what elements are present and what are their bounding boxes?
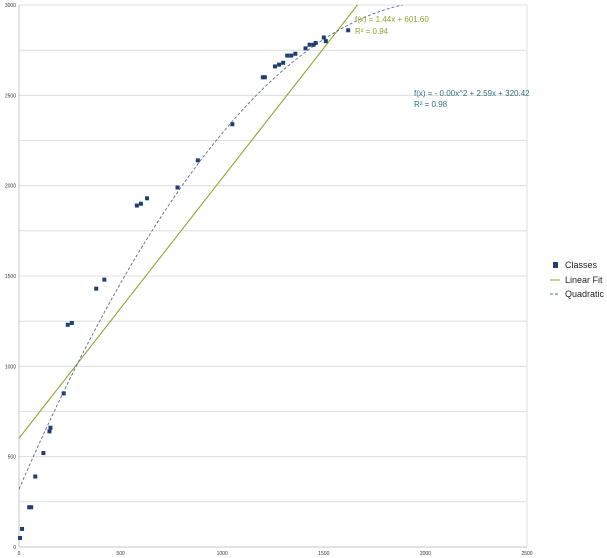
- y-tick-label: 1500: [5, 274, 16, 280]
- linear-fit-line: [19, 5, 359, 439]
- data-point: [33, 474, 38, 479]
- data-point: [47, 429, 52, 434]
- x-tick-label: 2500: [521, 551, 532, 557]
- linear-fit-equation-line-1: f(x) = 1.44x + 601.60: [355, 15, 429, 24]
- x-tick-label: 0: [18, 551, 21, 557]
- data-point: [277, 62, 282, 67]
- data-point: [134, 203, 139, 208]
- data-point: [20, 526, 25, 531]
- quadratic-fit-curve: [19, 5, 405, 490]
- data-point: [27, 505, 32, 510]
- linear-fit-equation: f(x) = 1.44x + 601.60 R² = 0.94: [355, 15, 429, 36]
- data-point: [94, 286, 99, 291]
- data-point: [41, 451, 46, 456]
- data-point: [323, 39, 328, 44]
- data-point: [102, 277, 107, 282]
- data-point: [285, 53, 290, 58]
- data-point: [281, 60, 286, 65]
- data-point: [138, 201, 143, 206]
- y-tick-label: 500: [8, 455, 17, 461]
- data-point: [61, 391, 66, 396]
- data-point: [311, 42, 316, 47]
- data-point: [18, 535, 23, 540]
- data-point: [29, 505, 34, 510]
- data-point: [289, 53, 294, 58]
- grid-lines: [19, 4, 527, 548]
- axes: [18, 5, 528, 548]
- data-point: [321, 35, 326, 40]
- data-point: [262, 75, 267, 80]
- data-point: [293, 51, 298, 56]
- data-points: [18, 28, 351, 540]
- data-point: [65, 322, 70, 327]
- quadratic-fit-equation-line-1: f(x) = - 0.00x^2 + 2.59x + 320.42: [414, 89, 530, 98]
- quadratic-fit-r-squared: R² = 0.98: [414, 100, 448, 109]
- data-point: [303, 46, 308, 51]
- data-point: [230, 122, 235, 127]
- data-point: [175, 185, 180, 190]
- legend-label-classes: Classes: [565, 260, 598, 270]
- y-tick-label: 0: [13, 545, 16, 551]
- data-point: [145, 196, 150, 201]
- linear-fit-r-squared: R² = 0.94: [355, 27, 389, 36]
- y-tick-label: 2000: [5, 184, 16, 190]
- data-point: [195, 158, 200, 163]
- data-point: [307, 42, 312, 47]
- legend-swatch-classes: [553, 262, 558, 268]
- data-point: [346, 28, 351, 33]
- x-tick-label: 500: [116, 551, 125, 557]
- data-point: [69, 320, 74, 325]
- quadratic-fit-equation: f(x) = - 0.00x^2 + 2.59x + 320.42 R² = 0…: [414, 89, 530, 109]
- legend-label-quadratic-fit: Quadratic Fit: [565, 289, 607, 299]
- legend-label-linear-fit: Linear Fit: [565, 275, 603, 285]
- x-tick-label: 2000: [420, 551, 431, 557]
- x-tick-label: 1000: [217, 551, 228, 557]
- data-point: [48, 425, 53, 430]
- y-tick-label: 3000: [5, 3, 16, 9]
- fit-lines: [19, 5, 405, 490]
- y-tick-label: 2500: [5, 93, 16, 99]
- data-point: [273, 64, 278, 69]
- data-point: [313, 40, 318, 45]
- data-point: [260, 75, 265, 80]
- x-tick-label: 1500: [318, 551, 329, 557]
- tick-labels: 0 500 1000 1500 2000 2500 0 500 1000 1500 2000 2500…: [5, 3, 533, 557]
- y-tick-label: 1000: [5, 364, 16, 370]
- legend: Classes Linear Fit Quadratic Fit: [550, 260, 607, 299]
